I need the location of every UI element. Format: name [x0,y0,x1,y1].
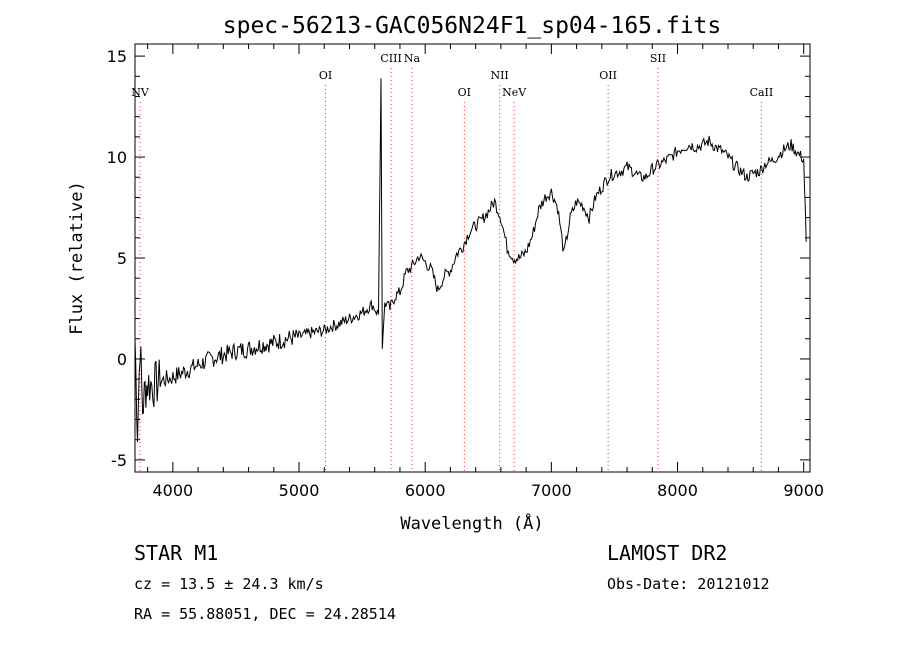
redshift-cz: cz = 13.5 ± 24.3 km/s [134,575,324,593]
spectral-line-label: NeV [502,86,527,99]
spectral-line-label: OI [458,86,471,99]
spectral-line-label: NV [131,86,150,99]
x-tick-label: 6000 [405,481,446,500]
spectral-line-label: Na [404,52,421,65]
spectral-line-label: NII [490,69,508,82]
plot-frame [134,43,811,473]
spectral-line-label: OI [319,69,332,82]
spectrum-line [134,78,807,443]
spectral-line-label: SII [650,52,666,65]
x-tick-label: 5000 [279,481,320,500]
y-tick-label: 0 [117,350,127,369]
x-tick-label: 7000 [531,481,572,500]
spectral-line-label: OII [599,69,617,82]
spectral-line-markers: NV OI CIII Na OI NII NeV OII SII CaII [131,52,773,472]
y-axis-label: Flux (relative) [67,181,87,335]
spectral-line-label: CaII [750,86,774,99]
star-class: STAR M1 [134,541,219,565]
spectral-line-label: CIII [380,52,401,65]
observation-date: Obs-Date: 20121012 [607,575,770,593]
y-tick-label: -5 [111,451,127,470]
survey-name: LAMOST DR2 [607,541,728,565]
spectrum-series [134,78,807,443]
x-axis-label: Wavelength (Å) [400,512,543,534]
y-tick-label: 10 [107,148,127,167]
x-tick-label: 8000 [657,481,698,500]
axis-ticks: 4000 5000 6000 7000 8000 9000 -5 0 5 10 15 [107,44,824,500]
y-tick-label: 15 [107,47,127,66]
coordinates: RA = 55.88051, DEC = 24.28514 [134,605,396,623]
x-tick-label: 9000 [783,481,824,500]
chart-title: spec-56213-GAC056N24F1_sp04-165.fits [223,13,722,39]
x-tick-label: 4000 [152,481,193,500]
y-tick-label: 5 [117,249,127,268]
